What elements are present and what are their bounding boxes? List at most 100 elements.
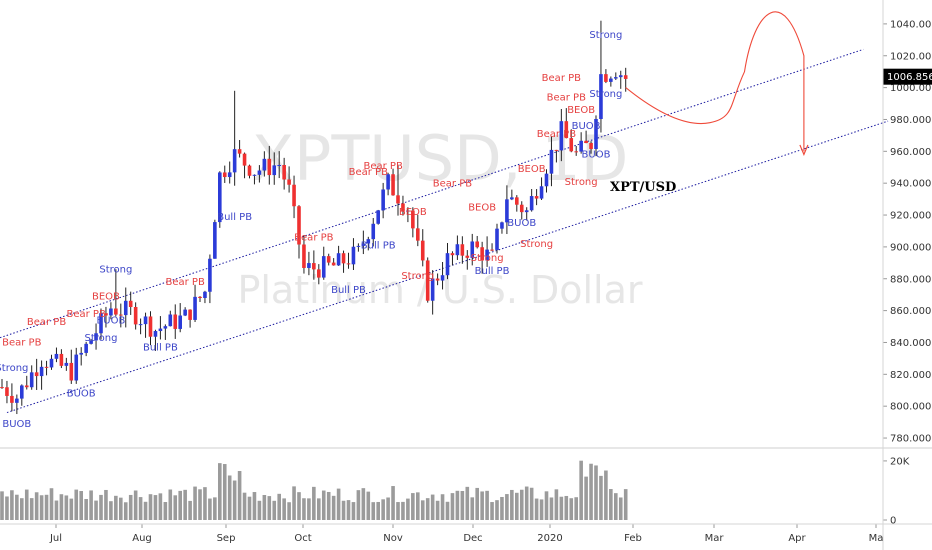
current-price-tag: 1006.856 bbox=[883, 68, 932, 85]
volume-bar bbox=[331, 495, 336, 520]
candle-body bbox=[307, 263, 311, 268]
candle-body bbox=[351, 246, 356, 265]
candle bbox=[450, 251, 455, 266]
candle-annotation: BUOB bbox=[507, 218, 536, 229]
candle-annotation: Bear PB bbox=[537, 129, 576, 140]
volume-bar bbox=[534, 498, 539, 520]
volume-bar bbox=[475, 487, 479, 520]
candle bbox=[480, 241, 484, 274]
volume-bar bbox=[44, 494, 49, 520]
volume-bar bbox=[490, 502, 494, 520]
volume-bar bbox=[257, 500, 262, 520]
volume-bar bbox=[416, 492, 420, 520]
candle-annotation: Strong bbox=[471, 253, 504, 264]
candle-body bbox=[158, 328, 163, 332]
candle bbox=[198, 296, 202, 303]
volume-bar bbox=[406, 498, 410, 520]
volume-bar bbox=[10, 490, 14, 520]
price-tag-box bbox=[883, 68, 932, 85]
volume-bar bbox=[569, 498, 574, 520]
candle bbox=[381, 182, 385, 219]
time-axis[interactable]: Jul Aug Sep Oct Nov Dec 2020 Feb Mar Apr Ma bbox=[49, 524, 883, 544]
volume-bar bbox=[49, 488, 54, 520]
candle bbox=[618, 70, 623, 89]
projection-arrowhead bbox=[799, 144, 809, 157]
volume-bar bbox=[119, 497, 123, 520]
volume-bar bbox=[495, 500, 499, 520]
time-tick-label: Mar bbox=[705, 533, 725, 544]
volume-tick-label: 20K bbox=[890, 456, 910, 467]
volume-bar bbox=[218, 463, 222, 520]
volume-bar bbox=[485, 490, 489, 520]
candle bbox=[148, 311, 153, 346]
candle-annotation: BEOB bbox=[518, 164, 546, 175]
candle bbox=[153, 329, 158, 351]
volume-bar bbox=[346, 500, 351, 520]
volume-bar bbox=[302, 498, 306, 520]
candle bbox=[510, 189, 514, 201]
candle-annotation: Bear PB bbox=[363, 161, 402, 172]
volume-bar bbox=[371, 502, 376, 520]
candle-body bbox=[163, 326, 168, 329]
candle-body bbox=[549, 149, 554, 174]
candle-body bbox=[302, 244, 306, 268]
volume-bar bbox=[401, 501, 405, 520]
volume-bar bbox=[440, 494, 445, 520]
volume-bar bbox=[376, 501, 380, 520]
volume-bar bbox=[465, 486, 470, 520]
candle-annotation: Bear PB bbox=[433, 178, 472, 189]
candle-body bbox=[594, 118, 598, 150]
volume-bar bbox=[297, 492, 301, 520]
candle-annotation: Strong bbox=[589, 89, 622, 100]
candle-body bbox=[282, 164, 286, 180]
watermark-name: Platinum / U.S. Dollar bbox=[237, 268, 642, 312]
volume-bar bbox=[564, 495, 569, 520]
volume-bar bbox=[470, 497, 475, 520]
candle bbox=[54, 347, 59, 363]
candle-body bbox=[193, 296, 197, 320]
price-tick-label: 780.000 bbox=[890, 434, 931, 445]
candle-body bbox=[440, 275, 445, 281]
volume-bar bbox=[460, 491, 465, 520]
time-tick-label: Aug bbox=[132, 533, 152, 544]
price-axis[interactable]: 780.000 800.000 820.000 840.000 860.000 880.0… bbox=[883, 19, 932, 445]
candle bbox=[203, 290, 207, 304]
volume-bar bbox=[321, 490, 326, 520]
volume-bar bbox=[64, 495, 69, 520]
volume-bar bbox=[168, 489, 173, 520]
candle bbox=[173, 304, 178, 339]
candle-body bbox=[317, 269, 321, 278]
candle-body bbox=[614, 77, 618, 79]
candle-body bbox=[79, 352, 83, 355]
candle-body bbox=[104, 313, 108, 316]
time-tick-label: Apr bbox=[788, 533, 806, 544]
candle-body bbox=[336, 253, 341, 266]
candle bbox=[430, 270, 435, 315]
candle bbox=[386, 172, 390, 196]
candle-body bbox=[623, 75, 628, 79]
candle bbox=[183, 307, 187, 317]
candle bbox=[584, 130, 588, 144]
volume-bar bbox=[148, 494, 153, 520]
candle-body bbox=[34, 372, 39, 377]
candle bbox=[218, 171, 222, 228]
candle bbox=[539, 177, 544, 200]
volume-bar bbox=[539, 499, 544, 520]
candle-body bbox=[574, 151, 578, 153]
candle-body bbox=[475, 241, 479, 248]
candle-body bbox=[153, 331, 158, 337]
candle bbox=[84, 341, 88, 357]
candle-annotation: Strong bbox=[401, 271, 434, 282]
candle-body bbox=[321, 256, 326, 278]
candle bbox=[287, 166, 291, 193]
candle bbox=[104, 306, 108, 328]
volume-bar bbox=[584, 476, 588, 520]
candle-body bbox=[237, 149, 242, 154]
candle-annotation: Bull PB bbox=[331, 285, 366, 296]
candle bbox=[79, 347, 83, 366]
volume-axis[interactable]: 20K 0 bbox=[883, 456, 910, 527]
candle bbox=[0, 379, 4, 389]
candle bbox=[559, 109, 564, 162]
candle bbox=[302, 235, 306, 274]
